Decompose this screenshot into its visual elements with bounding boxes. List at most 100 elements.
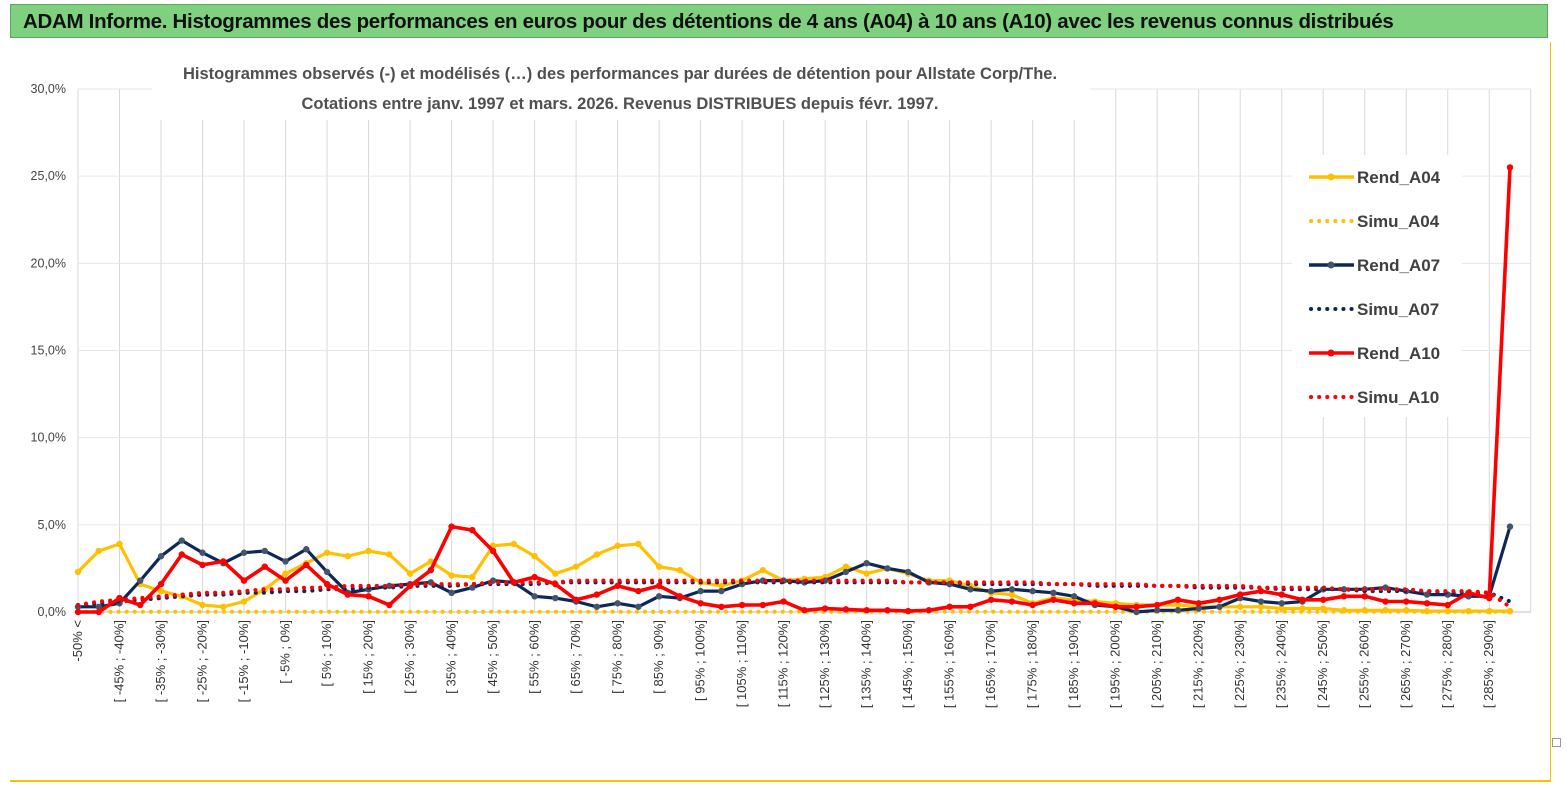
x-tick-label: [ 165% ; 170%]: [983, 620, 998, 708]
data-point-Rend_A10: [863, 607, 870, 614]
data-point-Rend_A07: [1133, 608, 1140, 616]
series-lines: [74, 164, 1514, 616]
chart-title-line2: Cotations entre janv. 1997 et mars. 2026…: [301, 95, 938, 113]
data-point-Rend_A10: [137, 601, 144, 609]
x-tick-label: [ 215% ; 220%]: [1191, 620, 1206, 708]
data-point-Rend_A04: [282, 570, 289, 577]
data-point-Rend_A07: [1257, 598, 1265, 605]
y-tick-label: 10,0%: [31, 431, 66, 445]
data-point-Rend_A07: [1153, 607, 1161, 614]
x-tick-label: -50% <: [70, 620, 85, 662]
x-tick-label: [ 265% ; 270%]: [1398, 620, 1413, 708]
data-point-Rend_A04: [510, 540, 518, 548]
data-point-Rend_A04: [448, 572, 455, 579]
y-tick-label: 15,0%: [31, 344, 66, 358]
x-tick-label: [ 45% ; 50%]: [485, 620, 500, 694]
x-tick-label: [ -35% ; -30%]: [153, 620, 168, 702]
x-tick-label: [ 25% ; 30%]: [402, 620, 417, 694]
x-tick-label: [ 105% ; 110%]: [734, 620, 749, 707]
data-point-Rend_A07: [303, 546, 310, 553]
data-point-Rend_A04: [386, 551, 393, 558]
frame-edge-right: [1550, 42, 1551, 782]
x-tick-label: [ 5% ; 10%]: [319, 620, 334, 686]
data-point-Rend_A10: [1174, 596, 1182, 603]
data-point-Rend_A07: [282, 558, 289, 565]
data-point-Rend_A07: [655, 593, 663, 600]
data-point-Rend_A10: [469, 526, 476, 534]
data-point-Rend_A04: [676, 566, 684, 574]
data-point-Rend_A10: [1112, 603, 1119, 610]
legend-label-Rend_A10: Rend_A10: [1357, 344, 1440, 363]
series-line-Rend_A04: [76, 542, 1510, 613]
data-point-Rend_A07: [1070, 593, 1078, 600]
x-tick-label: [ 75% ; 80%]: [610, 620, 625, 694]
resize-handle[interactable]: [1552, 738, 1561, 747]
data-point-Rend_A04: [572, 563, 580, 570]
data-point-Rend_A04: [220, 603, 227, 610]
data-point-Rend_A10: [1423, 600, 1431, 607]
legend-marker-Rend_A07: [1327, 261, 1335, 269]
data-point-Rend_A04: [406, 570, 414, 577]
data-point-Rend_A07: [635, 603, 642, 610]
chart-title-line1: Histogrammes observés (-) et modélisés (…: [183, 65, 1057, 83]
data-point-Rend_A04: [469, 573, 476, 581]
legend-marker-Rend_A04: [1327, 173, 1335, 181]
x-tick-label: [ 55% ; 60%]: [527, 620, 542, 694]
data-point-Rend_A10: [344, 591, 351, 598]
x-tick-label: [ 275% ; 280%]: [1440, 620, 1455, 708]
data-point-Rend_A07: [863, 559, 870, 567]
data-point-Rend_A10: [240, 577, 248, 584]
data-point-Rend_A10: [261, 563, 268, 570]
data-point-Rend_A04: [759, 566, 767, 574]
data-point-Rend_A10: [801, 607, 808, 614]
data-point-Rend_A07: [261, 547, 268, 555]
data-point-Rend_A04: [863, 570, 870, 577]
data-point-Rend_A04: [552, 570, 559, 577]
data-point-Rend_A07: [386, 582, 393, 590]
data-point-Rend_A10: [1299, 596, 1306, 603]
data-point-Rend_A10: [614, 582, 621, 590]
x-tick-label: [ 195% ; 200%]: [1108, 620, 1123, 708]
data-point-Rend_A07: [842, 568, 850, 576]
data-point-Rend_A10: [1278, 591, 1285, 598]
x-tick-label: [ 135% ; 140%]: [859, 620, 874, 708]
data-point-Rend_A10: [220, 558, 227, 565]
x-axis: -50% < [ -45% ; -40%] [ -35% ; -30%] [ -25%…: [70, 620, 1496, 708]
y-tick-label: 0,0%: [38, 605, 67, 619]
y-tick-label: 25,0%: [31, 169, 66, 183]
data-point-Rend_A07: [987, 587, 995, 595]
legend-label-Simu_A07: Simu_A07: [1357, 300, 1439, 319]
legend: Rend_A04 Simu_A04 Rend_A07 Simu_A07 Rend_A10…: [1292, 155, 1462, 417]
series-line-Rend_A10: [78, 167, 1512, 614]
x-tick-label: [ -5% ; 0%]: [278, 620, 293, 684]
x-tick-label: [ 145% ; 150%]: [900, 620, 915, 708]
data-point-Rend_A10: [95, 608, 102, 616]
data-point-Rend_A10: [282, 577, 289, 584]
legend-label-Rend_A07: Rend_A07: [1357, 256, 1440, 275]
data-point-Rend_A04: [323, 549, 331, 556]
data-point-Rend_A10: [1506, 164, 1514, 171]
data-point-Rend_A07: [1050, 589, 1057, 597]
data-point-Rend_A07: [967, 586, 974, 593]
x-tick-label: [ 285% ; 290%]: [1481, 620, 1496, 708]
data-point-Rend_A07: [884, 565, 891, 572]
x-tick-label: [ 235% ; 240%]: [1274, 620, 1289, 708]
data-point-Rend_A04: [1257, 603, 1265, 610]
data-point-Rend_A10: [987, 596, 995, 603]
data-point-Rend_A04: [1008, 591, 1016, 598]
data-point-Rend_A10: [821, 605, 829, 612]
x-tick-label: [ 205% ; 210%]: [1149, 620, 1164, 708]
data-point-Rend_A07: [1216, 603, 1223, 610]
legend-marker-Rend_A10: [1327, 349, 1335, 357]
data-point-Rend_A10: [199, 561, 206, 569]
data-point-Rend_A10: [572, 596, 580, 603]
x-tick-label: [ 155% ; 160%]: [942, 620, 957, 708]
data-point-Rend_A10: [1216, 596, 1223, 603]
data-point-Rend_A10: [489, 547, 497, 555]
data-point-Rend_A07: [448, 589, 455, 597]
y-tick-label: 20,0%: [31, 256, 66, 270]
data-point-Rend_A10: [676, 593, 684, 600]
data-point-Rend_A10: [1070, 600, 1078, 607]
data-point-Rend_A04: [531, 553, 538, 560]
